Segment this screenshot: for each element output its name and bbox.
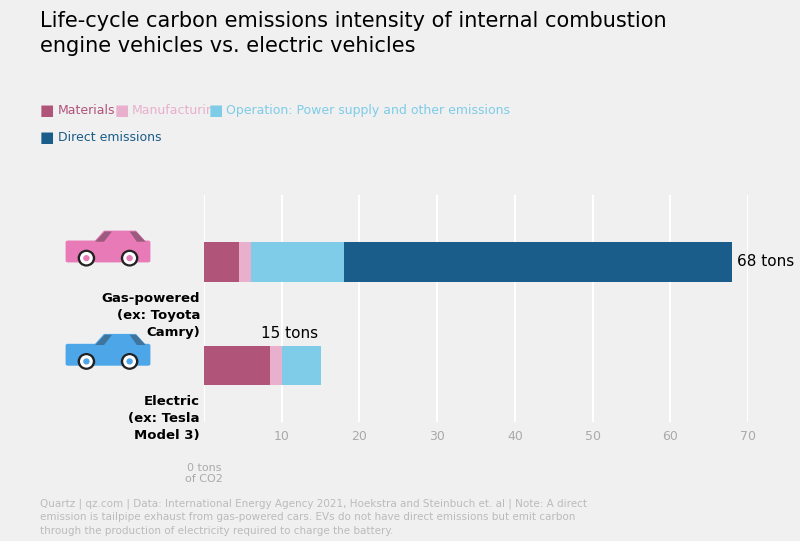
Text: Operation: Power supply and other emissions: Operation: Power supply and other emissi…	[226, 104, 510, 117]
Text: Gas-powered
(ex: Toyota
Camry): Gas-powered (ex: Toyota Camry)	[102, 292, 200, 339]
Bar	[239, 242, 250, 281]
Text: 15 tons: 15 tons	[261, 326, 318, 341]
Bar	[282, 346, 321, 385]
Bar	[344, 242, 733, 281]
Text: Life-cycle carbon emissions intensity of internal combustion
engine vehicles vs.: Life-cycle carbon emissions intensity of…	[40, 11, 666, 56]
Text: Direct emissions: Direct emissions	[58, 131, 161, 144]
Text: Manufacturing: Manufacturing	[132, 104, 222, 117]
Text: ■: ■	[208, 103, 222, 118]
Text: ■: ■	[40, 130, 54, 146]
Bar	[270, 346, 282, 385]
Bar	[204, 242, 239, 281]
Text: Electric
(ex: Tesla
Model 3): Electric (ex: Tesla Model 3)	[129, 395, 200, 442]
Text: ■: ■	[40, 103, 54, 118]
Text: ■: ■	[114, 103, 129, 118]
Text: Materials: Materials	[58, 104, 115, 117]
Text: 0 tons
of CO2: 0 tons of CO2	[185, 463, 223, 485]
Bar	[204, 346, 270, 385]
Text: Quartz | qz.com | Data: International Energy Agency 2021, Hoekstra and Steinbuch: Quartz | qz.com | Data: International En…	[40, 499, 587, 536]
Text: 68 tons: 68 tons	[737, 254, 794, 269]
Bar	[250, 242, 344, 281]
